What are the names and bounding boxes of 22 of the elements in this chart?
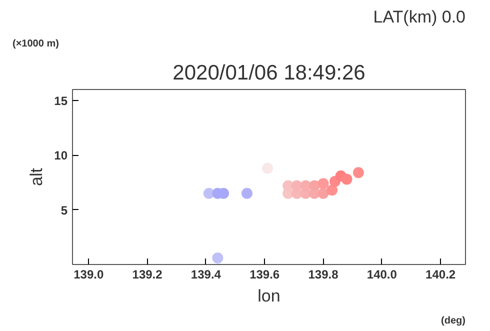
x-tick-label: 140.0	[366, 268, 398, 282]
point	[242, 188, 253, 199]
text: (deg)	[441, 316, 466, 326]
point	[318, 178, 329, 190]
point	[212, 252, 224, 264]
x-tick-label: 139.6	[250, 268, 280, 282]
y-tick-label: 10	[54, 148, 68, 163]
x-axis-title: lon	[258, 286, 280, 306]
point	[352, 167, 364, 178]
y-tick-label: 15	[54, 94, 68, 108]
y-tick-label: 5	[60, 203, 68, 218]
point	[341, 174, 352, 185]
y-axis-title: alt	[27, 168, 46, 186]
text: (×1000 m)	[12, 38, 59, 50]
x-tick-label: 139.8	[308, 268, 339, 282]
x-tick-label: 139.2	[132, 268, 163, 282]
chart-title: 2020/01/06 18:49:26	[172, 62, 366, 84]
x-tick-label: 139.4	[190, 268, 222, 282]
chart-subtitle: LAT(km) 0.0	[373, 8, 466, 26]
x-tick-label: 139.0	[74, 268, 104, 282]
x-tick-label: 140.2	[426, 268, 456, 282]
point	[326, 184, 338, 196]
